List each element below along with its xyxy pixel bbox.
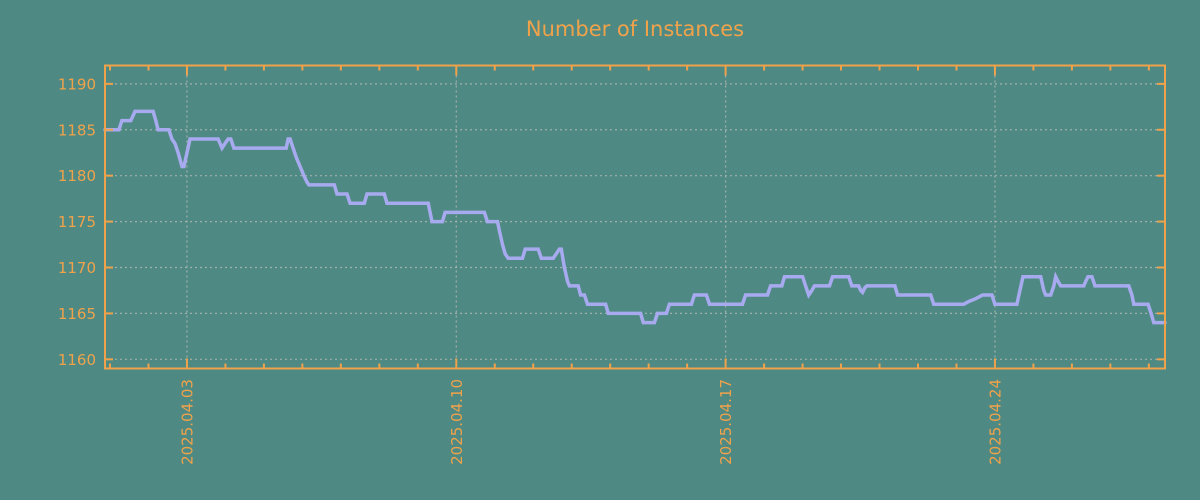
y-tick-label: 1185 — [58, 121, 96, 139]
plot-border — [104, 64, 1166, 370]
y-tick-label: 1165 — [58, 305, 96, 323]
x-tick-label: 2025.04.10 — [448, 379, 466, 465]
x-tick-label: 2025.04.24 — [986, 379, 1004, 465]
series-layer — [103, 109, 1167, 325]
data-line — [103, 109, 1167, 325]
label-layer: 1160 1165 1170 1175 1180 1185 1190 2025.04.03 20… — [58, 75, 1005, 465]
axis-layer — [104, 64, 1166, 370]
y-tick-label: 1160 — [58, 351, 96, 369]
y-tick-label: 1175 — [58, 213, 96, 231]
x-tick-label: 2025.04.17 — [717, 379, 735, 465]
y-tick-label: 1170 — [58, 259, 96, 277]
y-tick-label: 1180 — [58, 167, 96, 185]
grid-layer — [105, 65, 1165, 369]
x-tick-label: 2025.04.03 — [178, 379, 196, 465]
y-tick-label: 1190 — [58, 75, 96, 93]
chart-title: Number of Instances — [526, 17, 744, 41]
